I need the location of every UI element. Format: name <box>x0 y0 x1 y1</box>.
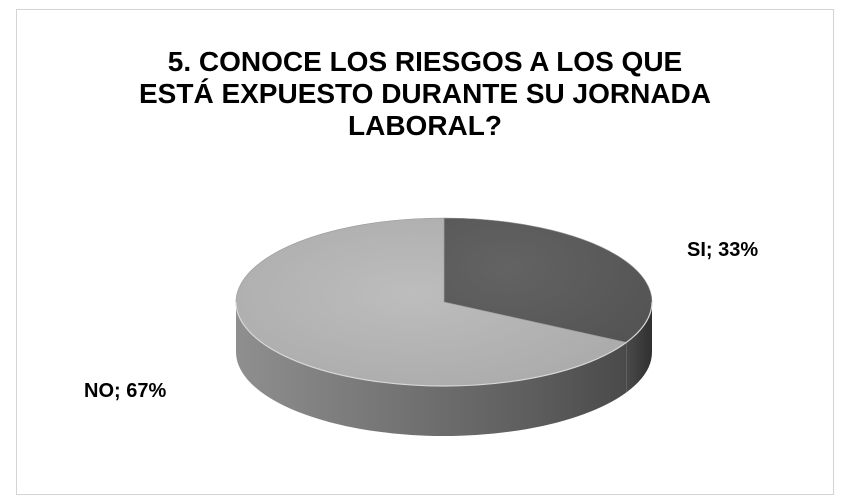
pie-tops <box>235 217 653 387</box>
chart-title: 5. CONOCE LOS RIESGOS A LOS QUE ESTÁ EXP… <box>17 46 833 142</box>
pie-side-si <box>626 302 652 393</box>
pie-sides <box>235 302 652 437</box>
chart-title-line-2: ESTÁ EXPUESTO DURANTE SU JORNADA <box>138 78 711 109</box>
chart-title-line-3: LABORAL? <box>348 110 502 141</box>
data-label-no: NO; 67% <box>84 380 166 402</box>
pie-side-no <box>235 302 627 437</box>
chart-title-line-1: 5. CONOCE LOS RIESGOS A LOS QUE <box>167 46 683 77</box>
data-label-si: SI; 33% <box>687 239 758 261</box>
pie-rim-highlight <box>235 301 653 387</box>
